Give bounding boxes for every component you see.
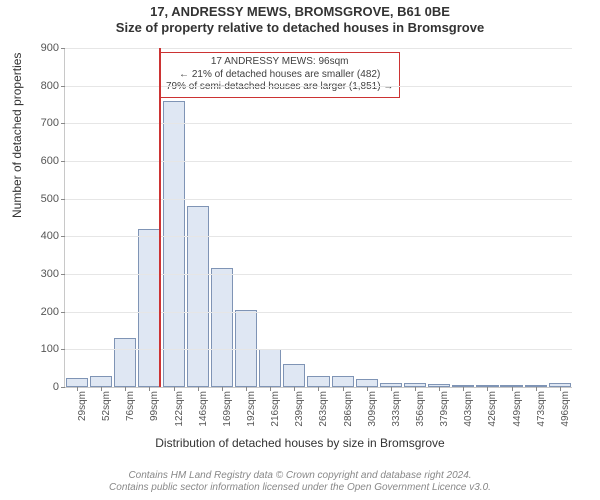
chart-container: 17, ANDRESSY MEWS, BROMSGROVE, B61 0BE S…: [0, 0, 600, 500]
bar-slot: 356sqm: [403, 48, 427, 387]
x-axis-label: Distribution of detached houses by size …: [0, 436, 600, 450]
callout-line: 17 ANDRESSY MEWS: 96sqm: [166, 56, 393, 69]
bar-slot: 169sqm: [210, 48, 234, 387]
footer-attribution: Contains HM Land Registry data © Crown c…: [0, 470, 600, 494]
bar: [307, 376, 329, 387]
callout-box: 17 ANDRESSY MEWS: 96sqm← 21% of detached…: [159, 52, 400, 98]
bar-slot: 379sqm: [427, 48, 451, 387]
xtick-label: 379sqm: [439, 391, 450, 427]
ytick-mark: [61, 349, 65, 350]
bar: [138, 229, 160, 387]
xtick-label: 426sqm: [487, 391, 498, 427]
xtick-label: 146sqm: [198, 391, 209, 427]
xtick-label: 52sqm: [101, 391, 112, 421]
ytick-label: 500: [41, 193, 59, 205]
bar-slot: 122sqm: [162, 48, 186, 387]
ytick-mark: [61, 236, 65, 237]
footer-line-2: Contains public sector information licen…: [0, 482, 600, 494]
xtick-label: 286sqm: [343, 391, 354, 427]
plot-area: 29sqm52sqm76sqm99sqm122sqm146sqm169sqm19…: [64, 48, 572, 388]
ytick-mark: [61, 387, 65, 388]
gridline: [65, 161, 572, 162]
bar-slot: 309sqm: [355, 48, 379, 387]
xtick-label: 192sqm: [246, 391, 257, 427]
bar-slot: 496sqm: [548, 48, 572, 387]
title-subtitle: Size of property relative to detached ho…: [0, 20, 600, 36]
ytick-mark: [61, 199, 65, 200]
ytick-mark: [61, 274, 65, 275]
ytick-label: 200: [41, 306, 59, 318]
ytick-label: 900: [41, 42, 59, 54]
title-block: 17, ANDRESSY MEWS, BROMSGROVE, B61 0BE S…: [0, 0, 600, 37]
bar-slot: 286sqm: [331, 48, 355, 387]
bar-slot: 29sqm: [65, 48, 89, 387]
bar-slot: 52sqm: [89, 48, 113, 387]
xtick-label: 169sqm: [222, 391, 233, 427]
xtick-label: 403sqm: [463, 391, 474, 427]
ytick-label: 600: [41, 155, 59, 167]
gridline: [65, 86, 572, 87]
bar-slot: 76sqm: [113, 48, 137, 387]
xtick-label: 496sqm: [560, 391, 571, 427]
xtick-label: 263sqm: [318, 391, 329, 427]
ytick-mark: [61, 123, 65, 124]
callout-line: 79% of semi-detached houses are larger (…: [166, 81, 393, 94]
xtick-label: 76sqm: [125, 391, 136, 421]
bar: [332, 376, 354, 387]
ytick-mark: [61, 312, 65, 313]
xtick-label: 216sqm: [270, 391, 281, 427]
gridline: [65, 199, 572, 200]
bar: [211, 268, 233, 387]
bar-slot: 403sqm: [451, 48, 475, 387]
bar-slot: 239sqm: [282, 48, 306, 387]
ytick-mark: [61, 86, 65, 87]
bar: [90, 376, 112, 387]
footer-line-1: Contains HM Land Registry data © Crown c…: [0, 470, 600, 482]
gridline: [65, 274, 572, 275]
xtick-label: 473sqm: [536, 391, 547, 427]
xtick-label: 239sqm: [294, 391, 305, 427]
bar: [259, 349, 281, 387]
ytick-label: 800: [41, 80, 59, 92]
xtick-label: 99sqm: [149, 391, 160, 421]
ytick-label: 300: [41, 268, 59, 280]
bar-slot: 449sqm: [500, 48, 524, 387]
xtick-label: 309sqm: [367, 391, 378, 427]
ytick-mark: [61, 48, 65, 49]
bar-slot: 426sqm: [475, 48, 499, 387]
bar-slot: 263sqm: [306, 48, 330, 387]
ytick-label: 700: [41, 117, 59, 129]
bar-slot: 216sqm: [258, 48, 282, 387]
bar: [187, 206, 209, 387]
ytick-label: 100: [41, 343, 59, 355]
gridline: [65, 312, 572, 313]
ytick-label: 400: [41, 230, 59, 242]
ytick-mark: [61, 161, 65, 162]
gridline: [65, 123, 572, 124]
bar-slot: 99sqm: [137, 48, 161, 387]
gridline: [65, 48, 572, 49]
bar: [356, 379, 378, 387]
gridline: [65, 349, 572, 350]
bar: [66, 378, 88, 387]
property-marker-line: [159, 48, 161, 387]
bar: [163, 101, 185, 387]
bar-slot: 192sqm: [234, 48, 258, 387]
xtick-label: 333sqm: [391, 391, 402, 427]
gridline: [65, 236, 572, 237]
bars-group: 29sqm52sqm76sqm99sqm122sqm146sqm169sqm19…: [65, 48, 572, 387]
y-axis-label: Number of detached properties: [10, 53, 24, 218]
xtick-label: 449sqm: [512, 391, 523, 427]
xtick-label: 356sqm: [415, 391, 426, 427]
bar: [114, 338, 136, 387]
bar-slot: 333sqm: [379, 48, 403, 387]
bar: [283, 364, 305, 387]
callout-line: ← 21% of detached houses are smaller (48…: [166, 69, 393, 82]
bar-slot: 146sqm: [186, 48, 210, 387]
xtick-label: 122sqm: [174, 391, 185, 427]
title-address: 17, ANDRESSY MEWS, BROMSGROVE, B61 0BE: [0, 4, 600, 20]
xtick-label: 29sqm: [77, 391, 88, 421]
bar-slot: 473sqm: [524, 48, 548, 387]
ytick-label: 0: [53, 381, 59, 393]
